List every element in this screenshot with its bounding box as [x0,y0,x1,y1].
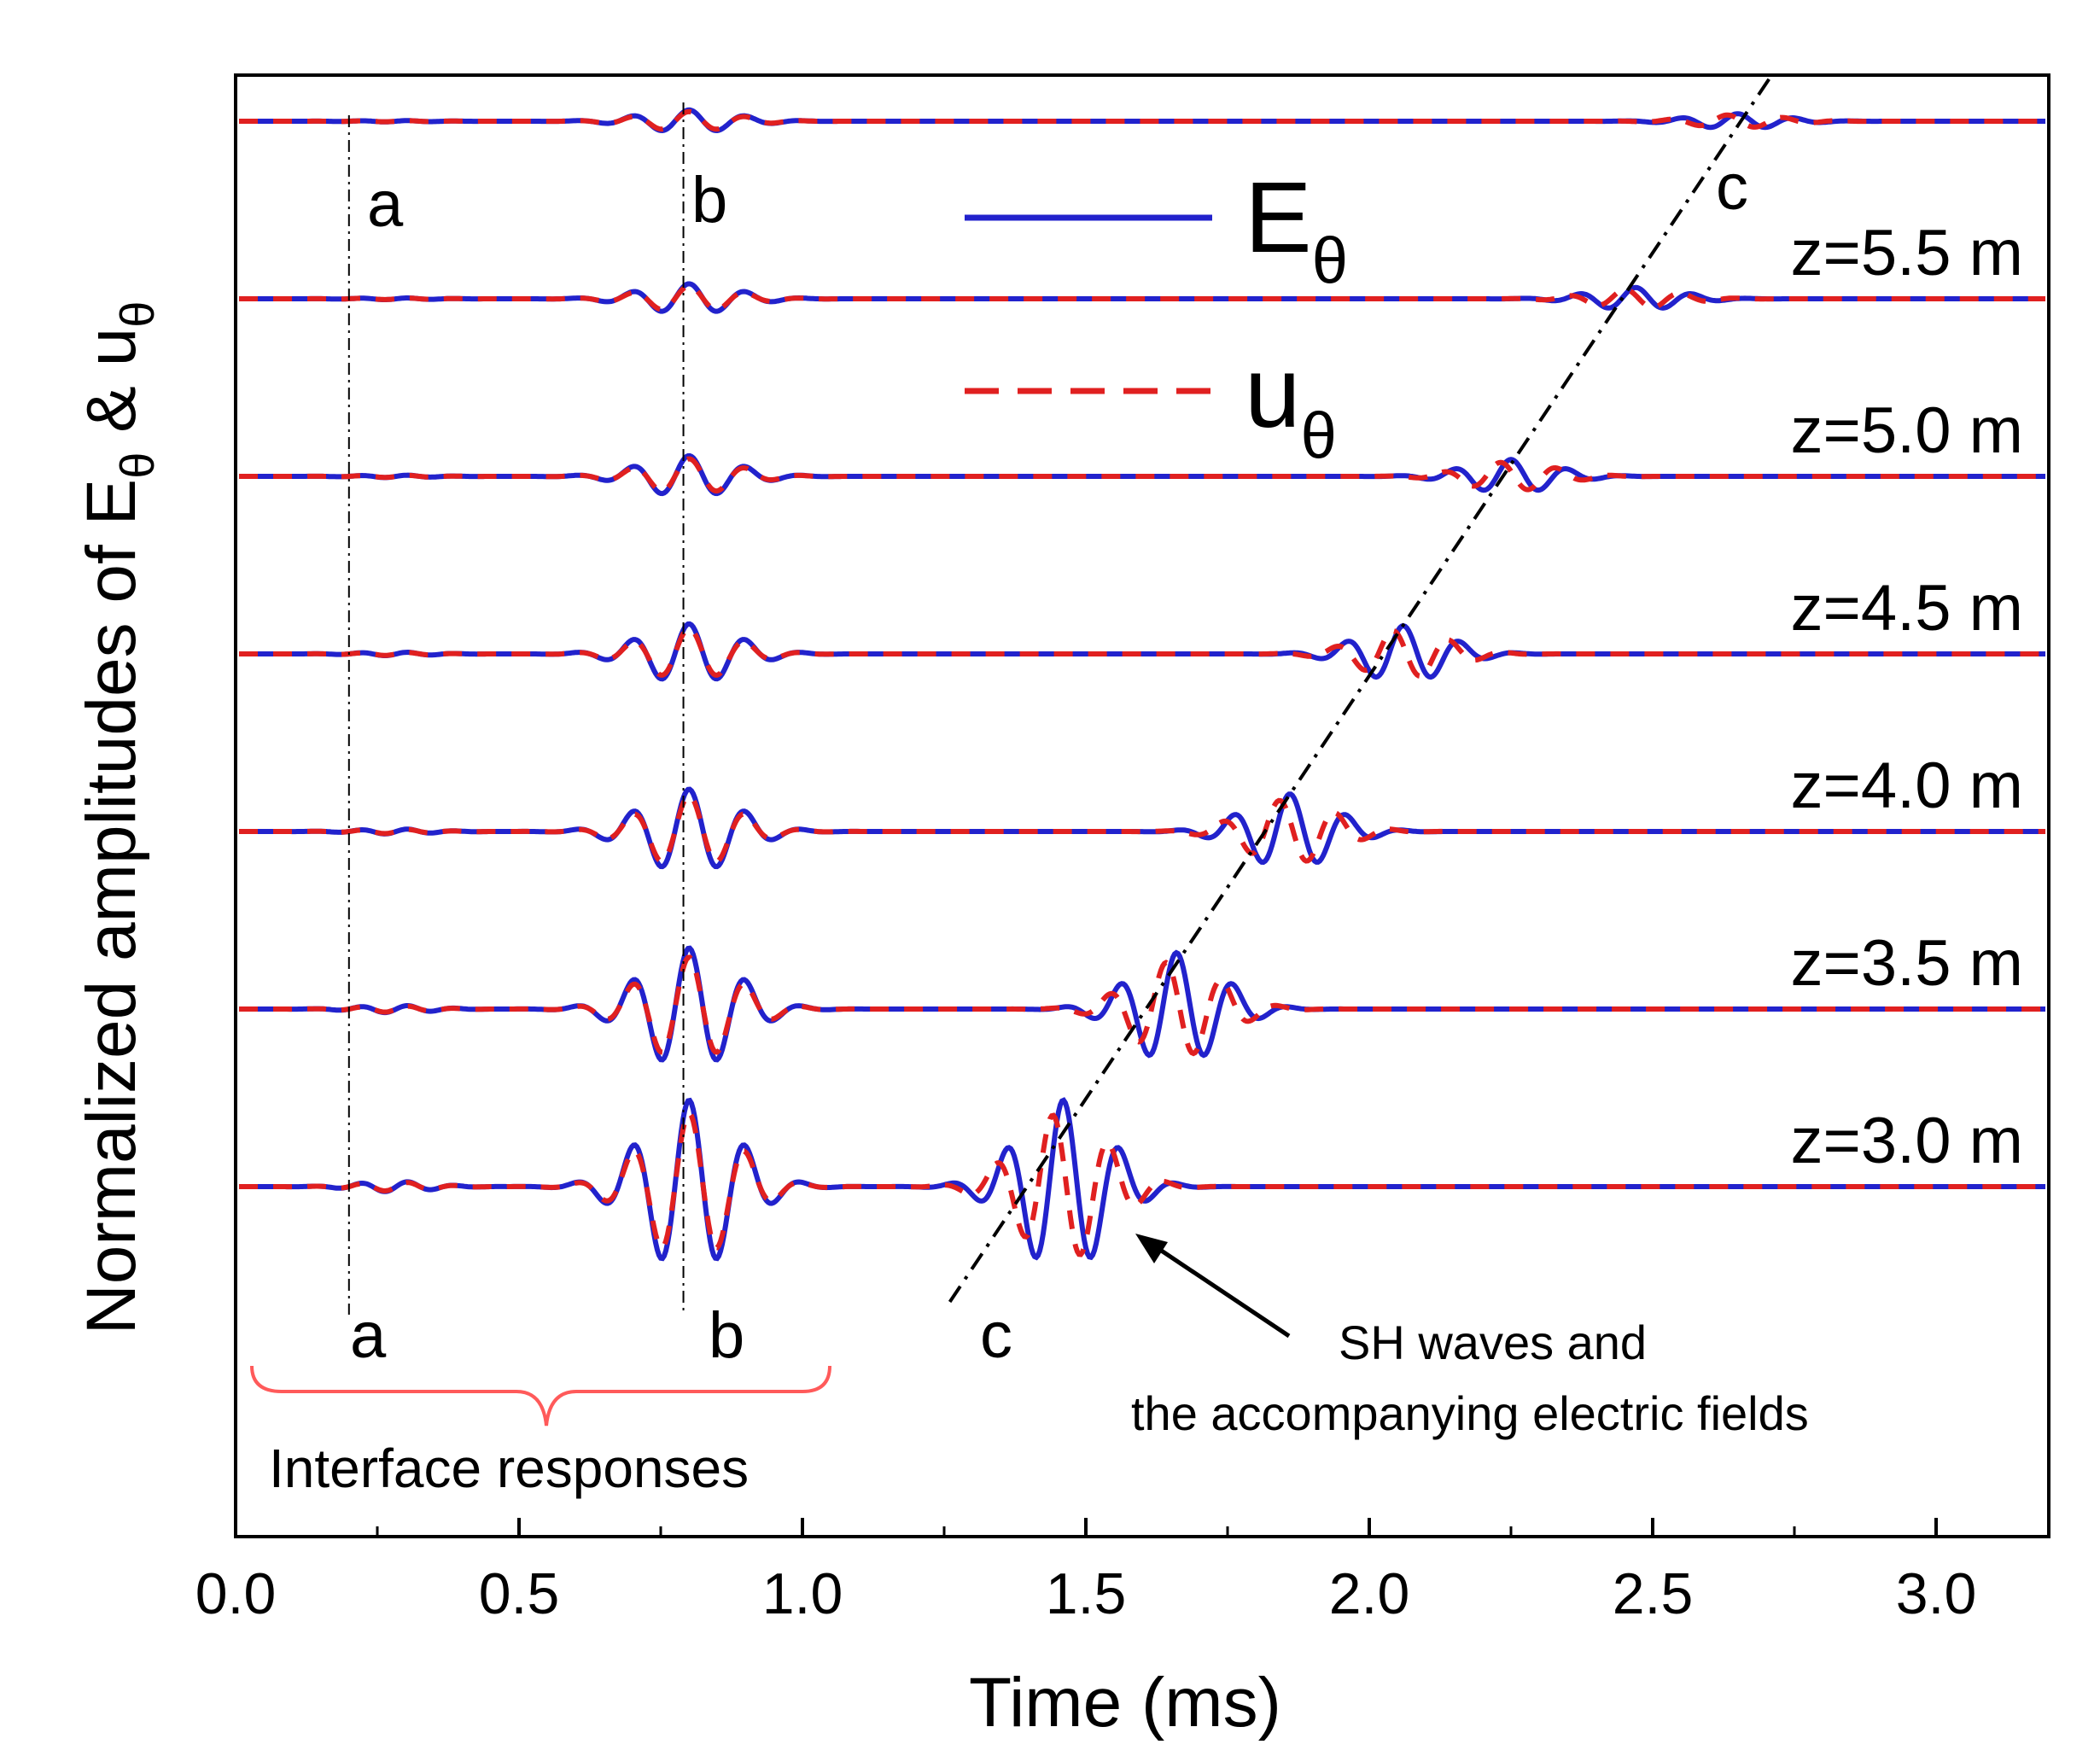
x-axis-title: Time (ms) [969,1664,1281,1742]
marker-label-b-4: b [709,1299,744,1372]
u-theta-line-0 [239,108,2045,132]
x-tick-label-4: 2.0 [1329,1561,1410,1626]
legend: Eθ uθ [965,161,1348,472]
annotation-arrow-shaft [1156,1246,1291,1339]
legend-label-u-theta: uθ [1245,336,1337,472]
y-axis-title: Normalized amplitudes of Eθ & uθ [73,301,164,1335]
u-theta-line-5 [239,954,2045,1057]
e-theta-line-3 [239,621,2045,682]
trace-label-2: z=5.0 m [1791,394,2023,467]
x-tick-label-6: 3.0 [1896,1561,1977,1626]
trace-label-3: z=4.5 m [1791,572,2023,645]
legend-label-e-theta: Eθ [1245,161,1348,297]
marker-label-a-0: a [367,168,404,241]
x-tick-label-0: 0.0 [195,1561,277,1626]
u-theta-line-1 [239,283,2045,312]
trace-label-4: z=4.0 m [1791,750,2023,822]
reference-line-c [948,73,1774,1304]
marker-label-c-5: c [980,1299,1012,1372]
trace-label-5: z=3.5 m [1791,927,2023,1000]
trace-5: z=3.5 m [239,927,2045,1063]
brace-shape [250,1365,831,1427]
sh-wave-annotation: SH waves and the accompanying electric f… [1131,1234,1809,1440]
x-tick-label-2: 1.0 [762,1561,843,1626]
x-tick-label-5: 2.5 [1613,1561,1694,1626]
x-axis-ticks: 0.0 0.5 1.0 1.5 2.0 2.5 3.0 [195,1518,1977,1626]
x-tick-label-1: 0.5 [479,1561,560,1626]
trace-4: z=4.0 m [239,750,2045,870]
trace-1: z=5.5 m [239,217,2045,314]
marker-label-b-1: b [691,164,727,236]
marker-label-c-2: c [1716,151,1748,224]
u-theta-line-4 [239,793,2045,865]
brace-label: Interface responses [269,1438,749,1499]
u-theta-line-2 [239,456,2045,494]
trace-label-1: z=5.5 m [1791,217,2023,289]
trace-6: z=3.0 m [239,1097,2045,1262]
plot-frame [234,73,2050,1538]
annotation-arrow-head [1135,1234,1168,1263]
interface-brace: Interface responses [250,1365,831,1499]
trace-3: z=4.5 m [239,572,2045,682]
x-tick-label-3: 1.5 [1046,1561,1127,1626]
trace-2: z=5.0 m [239,394,2045,497]
marker-label-a-3: a [350,1299,387,1372]
reference-lines: a b c a b c [347,73,1774,1372]
annotation-text-line-2: the accompanying electric fields [1131,1386,1809,1440]
u-theta-line-6 [239,1110,2045,1257]
traces: z=5.5 m z=5.0 m z=4.5 m z=4.0 m z=3.5 m z=3.0… [239,107,2045,1262]
annotation-text-line-1: SH waves and [1339,1316,1647,1369]
trace-label-6: z=3.0 m [1791,1105,2023,1177]
